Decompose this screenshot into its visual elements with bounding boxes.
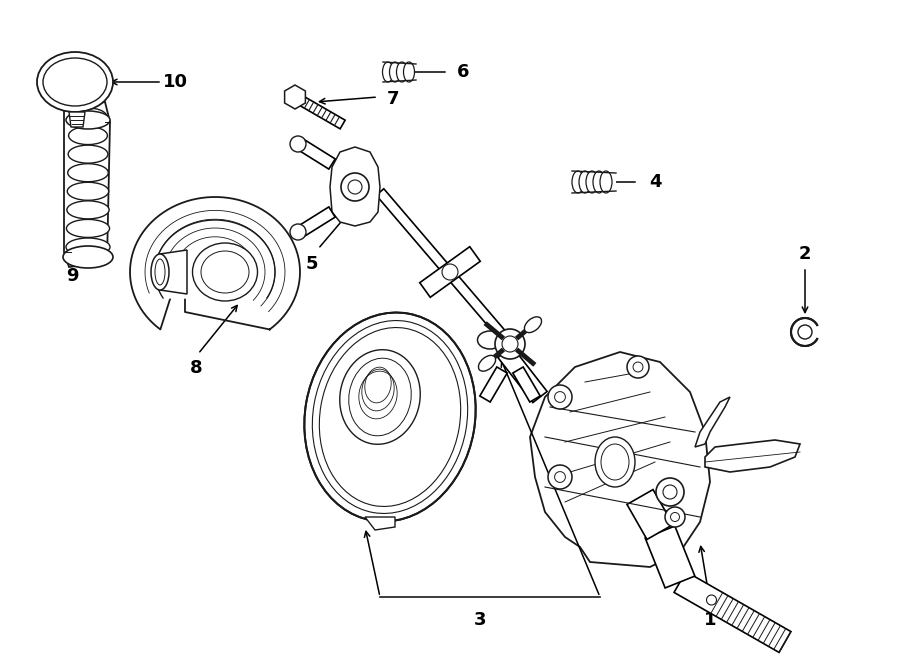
- Polygon shape: [297, 207, 335, 237]
- Text: 3: 3: [473, 611, 486, 629]
- Text: 7: 7: [387, 90, 400, 108]
- Circle shape: [663, 485, 677, 499]
- Polygon shape: [365, 517, 395, 530]
- Ellipse shape: [63, 246, 113, 268]
- Circle shape: [502, 336, 518, 352]
- Ellipse shape: [595, 437, 635, 487]
- Circle shape: [627, 356, 649, 378]
- Ellipse shape: [68, 182, 109, 201]
- Ellipse shape: [525, 317, 542, 332]
- Polygon shape: [64, 102, 110, 267]
- Circle shape: [656, 478, 684, 506]
- Ellipse shape: [579, 171, 591, 193]
- Circle shape: [665, 507, 685, 527]
- Circle shape: [290, 224, 306, 240]
- Circle shape: [290, 136, 306, 152]
- Ellipse shape: [397, 62, 408, 82]
- Ellipse shape: [151, 254, 169, 290]
- Polygon shape: [645, 526, 695, 588]
- Circle shape: [554, 471, 565, 483]
- Polygon shape: [572, 171, 616, 193]
- Circle shape: [348, 180, 362, 194]
- Circle shape: [495, 329, 525, 359]
- Ellipse shape: [340, 350, 420, 444]
- Polygon shape: [695, 397, 730, 447]
- Circle shape: [670, 512, 680, 522]
- Polygon shape: [330, 147, 380, 226]
- Text: 6: 6: [456, 63, 469, 81]
- Text: 1: 1: [704, 611, 716, 629]
- Ellipse shape: [479, 355, 496, 371]
- Text: 5: 5: [306, 255, 319, 273]
- Ellipse shape: [586, 171, 598, 193]
- Text: 8: 8: [190, 359, 203, 377]
- Polygon shape: [480, 367, 508, 402]
- Ellipse shape: [593, 171, 605, 193]
- Polygon shape: [292, 93, 345, 129]
- Polygon shape: [130, 197, 300, 330]
- Polygon shape: [155, 220, 275, 298]
- Circle shape: [548, 385, 572, 409]
- Circle shape: [798, 325, 812, 339]
- Ellipse shape: [66, 238, 110, 256]
- Ellipse shape: [68, 145, 108, 163]
- Ellipse shape: [37, 52, 113, 112]
- Circle shape: [548, 465, 572, 489]
- Polygon shape: [419, 247, 481, 297]
- Ellipse shape: [478, 331, 502, 349]
- Ellipse shape: [67, 219, 110, 238]
- Ellipse shape: [66, 111, 110, 129]
- Ellipse shape: [68, 164, 108, 181]
- Polygon shape: [513, 367, 540, 402]
- Polygon shape: [69, 112, 85, 127]
- Ellipse shape: [382, 62, 393, 82]
- Text: 10: 10: [163, 73, 187, 91]
- Polygon shape: [705, 440, 800, 472]
- Polygon shape: [627, 490, 673, 540]
- Ellipse shape: [390, 62, 400, 82]
- Ellipse shape: [600, 171, 612, 193]
- Circle shape: [633, 362, 643, 372]
- Ellipse shape: [193, 243, 257, 301]
- Text: 2: 2: [799, 245, 811, 263]
- Ellipse shape: [304, 312, 476, 522]
- Ellipse shape: [572, 171, 584, 193]
- Ellipse shape: [67, 201, 109, 219]
- Polygon shape: [160, 250, 187, 294]
- Text: 9: 9: [66, 267, 78, 285]
- Ellipse shape: [403, 62, 415, 82]
- Ellipse shape: [68, 126, 107, 144]
- Polygon shape: [376, 189, 514, 348]
- Circle shape: [792, 319, 818, 345]
- Polygon shape: [530, 352, 710, 567]
- Polygon shape: [284, 85, 305, 109]
- Polygon shape: [498, 346, 547, 402]
- Circle shape: [554, 392, 565, 402]
- Ellipse shape: [69, 108, 107, 126]
- Ellipse shape: [43, 58, 107, 106]
- Circle shape: [341, 173, 369, 201]
- Polygon shape: [674, 571, 791, 653]
- Polygon shape: [297, 139, 335, 169]
- Text: 4: 4: [649, 173, 662, 191]
